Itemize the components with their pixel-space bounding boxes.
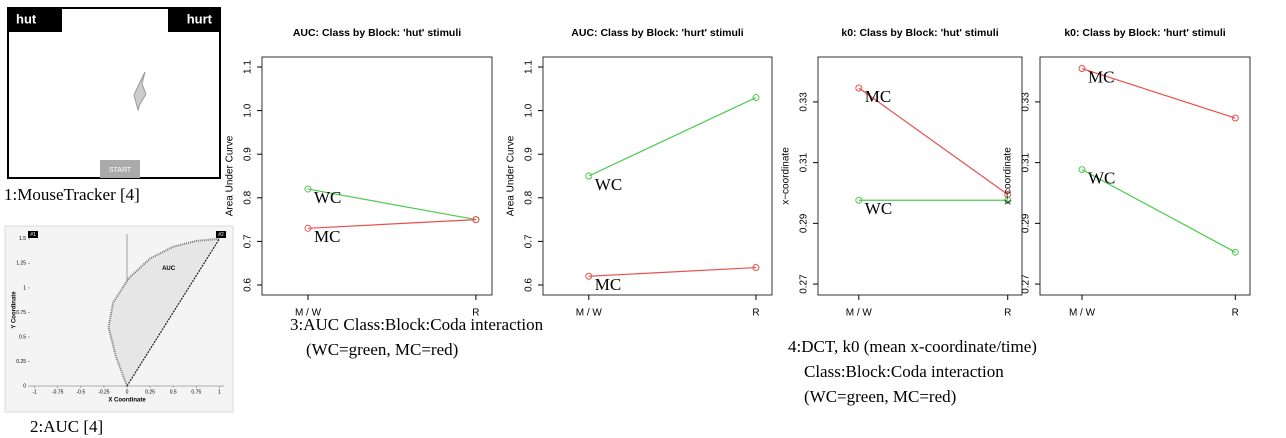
x-tick-label: -0.75 [52,389,64,395]
x-tick-label: 0.25 [145,389,155,395]
y-axis-label: x−coordinate [781,147,792,205]
x-tick-label: 0.5 [170,389,177,395]
y-axis-label: Area Under Curve [506,135,517,216]
y-tick-label: 0.27 [1021,274,1032,294]
caption: 4:DCT, k0 (mean x-coordinate/time) [788,337,1037,356]
x-tick-label: 0 [126,389,129,395]
x-tick-label: M / W [846,308,873,319]
corner-label: #2 [218,232,224,238]
y-tick-label: 1.1 [243,60,254,74]
caption: 1:MouseTracker [4] [4,185,140,204]
y-tick-label: 0.27 [799,274,810,294]
response-label: hurt [187,11,213,26]
y-tick-label: 1.25 [16,261,26,267]
caption: (WC=green, MC=red) [804,387,956,406]
auc-label: AUC [162,266,176,272]
x-axis-label: X Coordinate [108,398,146,404]
y-axis-label: Area Under Curve [225,135,236,216]
y-tick-label: 0.8 [524,190,535,204]
y-tick-label: 0.29 [799,213,810,233]
caption: 2:AUC [4] [30,417,103,436]
x-tick-label: 0.75 [191,389,201,395]
y-tick-label: 0 [23,383,26,389]
y-tick-label: 0.6 [243,278,254,292]
plot-frame [1040,57,1250,295]
caption: (WC=green, MC=red) [306,340,458,359]
x-tick-label: -0.25 [98,389,110,395]
series-label: MC [1088,67,1114,86]
series-label: WC [865,199,892,218]
y-tick-label: 0.75 [16,310,26,316]
y-axis-label: x−coordinate [1003,147,1014,205]
y-tick-label: 0.7 [524,234,535,248]
y-tick-label: 0.5 [19,334,26,340]
y-tick-label: 0.31 [1021,152,1032,172]
x-tick-label: -1 [32,389,37,395]
y-tick-label: 1.1 [524,60,535,74]
x-tick-label: R [1232,308,1239,319]
y-tick-label: 0.33 [799,92,810,112]
figure: hut hurt START 1:MouseTracker [4] 2:AUC … [0,0,1286,438]
y-tick-label: 0.9 [243,147,254,161]
y-tick-label: 0.8 [243,190,254,204]
x-tick-label: R [1004,308,1011,319]
series-label: WC [1088,169,1115,188]
caption: 3:AUC Class:Block:Coda interaction [290,315,544,334]
response-label: hut [16,11,37,26]
y-tick-label: 1.0 [243,103,254,117]
y-tick-label: 0.29 [1021,213,1032,233]
chart-title: AUC: Class by Block: 'hut' stimuli [293,27,461,39]
x-tick-label: M / W [295,308,322,319]
x-tick-label: 1 [218,389,221,395]
x-tick-label: M / W [576,308,603,319]
series-label: WC [314,188,341,207]
y-tick-label: 0.31 [799,152,810,172]
plot-frame [262,57,492,295]
y-tick-label: 1 [23,285,26,291]
series-label: MC [865,87,891,106]
x-tick-label: R [472,308,479,319]
y-tick-label: 0.7 [243,234,254,248]
plot-frame [818,57,1022,295]
y-tick-label: 0.6 [524,278,535,292]
start-label: START [109,167,132,174]
series-label: MC [314,227,340,246]
mousetracker-screen [8,8,220,178]
corner-label: #1 [30,232,36,238]
y-axis-label: Y Coordinate [12,291,18,329]
y-tick-label: 0.25 [16,359,26,365]
series-line [589,98,756,176]
chart-title: k0: Class by Block: 'hurt' stimuli [1064,27,1225,39]
chart-title: k0: Class by Block: 'hut' stimuli [841,27,998,39]
x-tick-label: M / W [1069,308,1096,319]
series-label: MC [595,275,621,294]
x-tick-label: R [752,308,759,319]
plot-frame [543,57,772,295]
y-tick-label: 1.5 [19,236,26,242]
series-label: WC [595,175,622,194]
chart-title: AUC: Class by Block: 'hurt' stimuli [571,27,744,39]
y-tick-label: 0.9 [524,147,535,161]
x-tick-label: -0.5 [76,389,85,395]
y-tick-label: 0.33 [1021,92,1032,112]
caption: Class:Block:Coda interaction [804,362,1004,381]
y-tick-label: 1.0 [524,103,535,117]
